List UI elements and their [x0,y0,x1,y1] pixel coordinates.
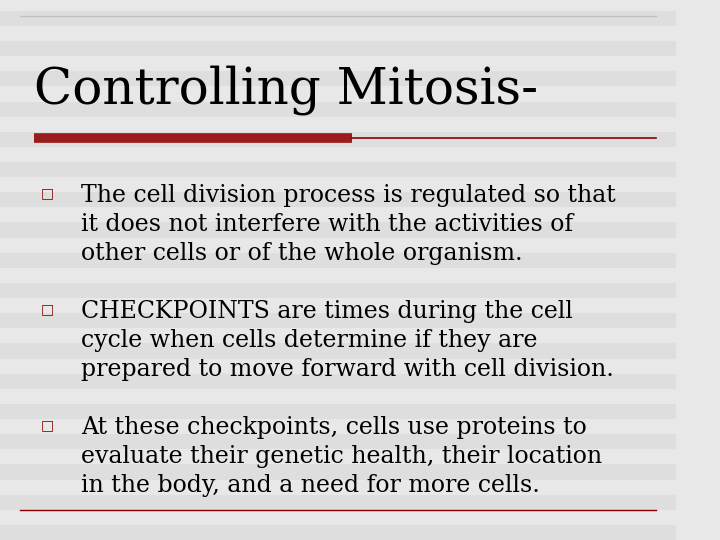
Bar [0,253,676,268]
Bar [0,41,676,56]
Text: □: □ [40,302,54,316]
Text: At these checkpoints, cells use proteins to
evaluate their genetic health, their: At these checkpoints, cells use proteins… [81,416,602,497]
Bar [0,495,676,510]
Text: Controlling Mitosis-: Controlling Mitosis- [34,65,538,115]
Bar [0,404,676,419]
Bar [0,464,676,480]
Bar [0,343,676,359]
Text: □: □ [40,186,54,200]
Bar [0,192,676,207]
Bar [0,283,676,298]
Bar [0,102,676,117]
Text: The cell division process is regulated so that
it does not interfere with the ac: The cell division process is regulated s… [81,184,616,265]
Bar [0,162,676,177]
Bar [0,374,676,389]
Bar [0,525,676,540]
Text: □: □ [40,418,54,433]
Bar [0,434,676,449]
Bar [0,222,676,238]
Bar [0,132,676,147]
Bar [0,71,676,86]
Text: CHECKPOINTS are times during the cell
cycle when cells determine if they are
pre: CHECKPOINTS are times during the cell cy… [81,300,614,381]
Bar [0,11,676,26]
Bar [0,313,676,328]
